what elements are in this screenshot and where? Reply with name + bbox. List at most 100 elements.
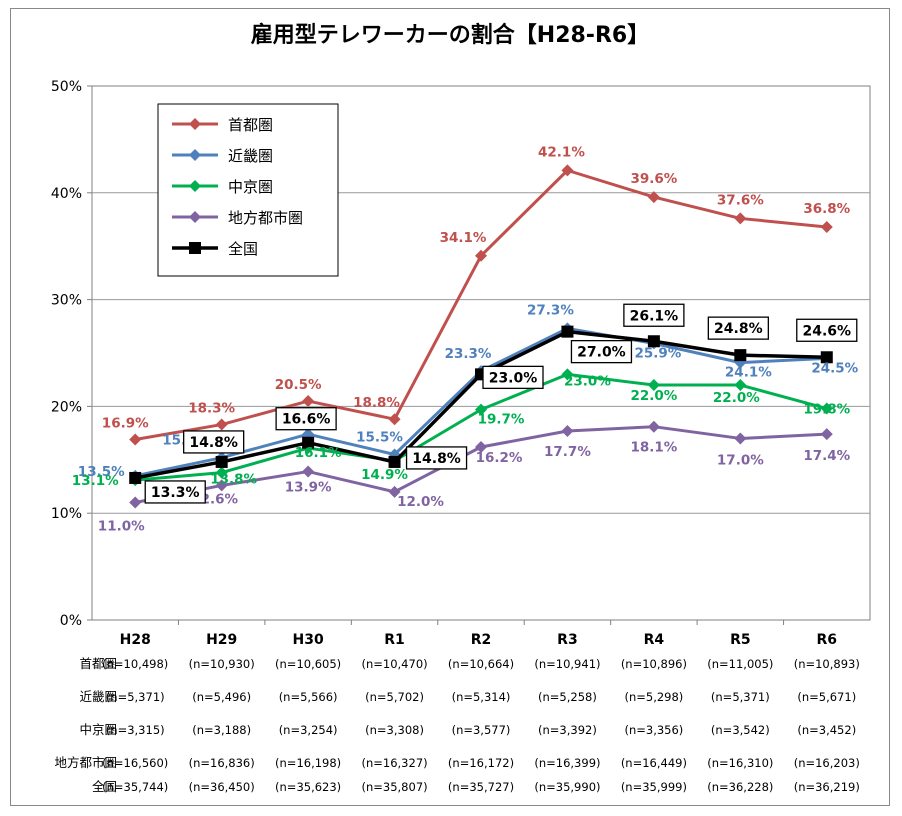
data-label-box [796, 318, 858, 342]
data-label-box [405, 446, 468, 470]
table-cell: (n=35,623) [275, 780, 341, 794]
legend-label: 近畿圏 [228, 147, 273, 165]
data-label: 39.6% [630, 171, 677, 187]
table-cell: (n=16,449) [621, 756, 687, 770]
data-point [475, 249, 487, 262]
data-label: 24.6% [802, 323, 851, 339]
data-label: 27.0% [577, 345, 626, 361]
data-label: 24.1% [725, 365, 772, 381]
table-cell: (n=3,308) [365, 723, 424, 737]
data-label: 36.8% [803, 201, 850, 217]
x-tick-label: H30 [293, 632, 324, 648]
data-label: 22.0% [713, 390, 760, 406]
data-label-box [482, 365, 544, 390]
data-point [820, 220, 833, 233]
x-tick-label: H29 [206, 632, 237, 648]
data-label: 16.6% [282, 412, 331, 428]
data-label: 23.0% [564, 373, 611, 389]
table-cell: (n=36,228) [707, 780, 773, 794]
table-cell: (n=5,566) [279, 690, 338, 704]
table-cell: (n=10,605) [275, 657, 341, 671]
data-label: 16.2% [476, 450, 523, 466]
table-cell: (n=16,399) [534, 756, 600, 770]
chart-title: 雇用型テレワーカーの割合【H28-R6】 [251, 22, 649, 48]
data-label: 27.3% [527, 302, 574, 318]
data-point [820, 402, 833, 415]
legend-marker [189, 180, 201, 192]
table-cell: (n=10,930) [189, 657, 255, 671]
table-cell: (n=16,198) [275, 756, 341, 770]
legend-label: 地方都市圏 [228, 209, 303, 227]
data-point [129, 433, 142, 446]
data-label: 24.8% [714, 321, 763, 337]
data-label: 19.7% [478, 412, 525, 428]
table-row-label: 首都圏 [79, 656, 117, 671]
table-cell: (n=3,315) [106, 723, 165, 737]
table-cell: (n=5,702) [365, 690, 424, 704]
data-label: 34.1% [440, 230, 487, 246]
data-label: 13.3% [151, 485, 200, 501]
data-label: 14.9% [361, 467, 408, 483]
data-point [647, 420, 660, 433]
data-point [561, 368, 574, 381]
data-label: 12.0% [397, 494, 444, 510]
table-cell: (n=10,664) [448, 657, 514, 671]
data-label: 37.6% [717, 192, 764, 208]
y-tick-label: 20% [51, 399, 82, 415]
data-label: 13.5% [78, 464, 125, 480]
data-point [647, 379, 660, 392]
y-tick-label: 10% [51, 506, 82, 522]
data-label: 13.8% [210, 472, 257, 488]
data-label: 18.1% [630, 440, 677, 456]
table-cell: (n=16,172) [448, 756, 514, 770]
data-point [561, 164, 574, 177]
table-cell: (n=16,560) [102, 756, 168, 770]
data-label: 18.8% [353, 395, 400, 411]
table-row-label: 地方都市圏 [54, 755, 117, 770]
data-label-box [144, 480, 206, 504]
data-point [388, 413, 401, 426]
data-point [820, 428, 833, 441]
y-tick-label: 30% [51, 293, 82, 309]
table-cell: (n=3,254) [279, 723, 338, 737]
data-point [734, 349, 747, 362]
data-label: 11.0% [98, 519, 145, 535]
table-cell: (n=16,203) [794, 756, 860, 770]
data-label: 23.3% [445, 346, 492, 362]
data-label: 19.8% [803, 402, 850, 418]
x-tick-label: R6 [817, 632, 838, 648]
table-cell: (n=10,470) [361, 657, 427, 671]
line-chart: 雇用型テレワーカーの割合【H28-R6】 0% 10% 20% 30% 40% 50% H2… [10, 8, 890, 806]
data-label: 14.8% [412, 451, 461, 467]
data-label: 14.8% [189, 435, 238, 451]
data-point [561, 424, 574, 437]
data-point [388, 455, 401, 468]
y-tick-label: 0% [60, 613, 82, 629]
data-point [475, 403, 487, 416]
data-label-box [275, 407, 337, 431]
table-cell: (n=10,941) [534, 657, 600, 671]
x-tick-label: R3 [557, 632, 578, 648]
legend-marker [189, 149, 201, 161]
legend-label: 首都圏 [228, 116, 273, 134]
x-tick-label: R5 [730, 632, 751, 648]
data-label-box [570, 339, 633, 364]
table-cell: (n=3,392) [538, 723, 597, 737]
table-cell: (n=36,219) [794, 780, 860, 794]
data-point [475, 440, 487, 453]
data-label: 13.1% [72, 473, 119, 489]
table-cell: (n=16,836) [189, 756, 255, 770]
data-point [647, 335, 660, 348]
data-label: 13.9% [285, 480, 332, 496]
table-cell: (n=3,356) [624, 723, 683, 737]
data-label: 17.4% [803, 448, 850, 464]
data-point [215, 466, 228, 479]
y-tick-label: 50% [51, 79, 82, 95]
data-point [561, 325, 574, 338]
data-point [215, 479, 228, 492]
data-point [129, 471, 142, 484]
data-label: 26.1% [630, 308, 679, 324]
data-label: 23.0% [489, 370, 538, 386]
legend-label: 中京圏 [228, 178, 273, 196]
